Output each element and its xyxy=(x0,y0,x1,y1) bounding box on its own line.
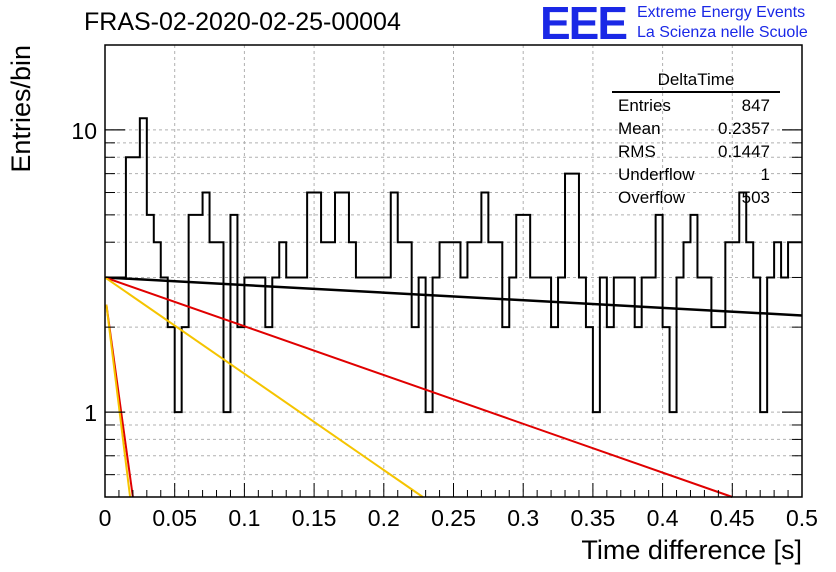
eee-logo: EEE xyxy=(540,0,628,49)
fit-lines xyxy=(104,276,803,498)
fit-line xyxy=(104,276,803,317)
stats-box: DeltaTime Entries 847 Mean 0.2357 RMS 0.144… xyxy=(612,70,780,209)
stats-row-rms: RMS 0.1447 xyxy=(612,140,780,163)
logo-line-1: Extreme Energy Events xyxy=(637,4,806,21)
x-tick-label: 0.05 xyxy=(152,505,197,531)
y-tick-label: 1 xyxy=(84,400,97,426)
stats-row-mean: Mean 0.2357 xyxy=(612,117,780,140)
stats-row-underflow: Underflow 1 xyxy=(612,163,780,186)
stats-label: Entries xyxy=(618,96,671,115)
stats-row-entries: Entries 847 xyxy=(612,94,780,117)
stats-label: Underflow xyxy=(618,165,695,184)
stats-label: RMS xyxy=(618,142,656,161)
stats-row-overflow: Overflow 503 xyxy=(612,186,780,209)
logo-line-2: La Scienza nelle Scuole xyxy=(637,24,808,41)
chart-title: FRAS-02-2020-02-25-00004 xyxy=(84,8,401,36)
x-tick-label: 0.35 xyxy=(571,505,616,531)
x-tick-label: 0.2 xyxy=(368,505,400,531)
y-axis: 1 10 xyxy=(71,118,802,476)
stats-value: 847 xyxy=(741,96,770,115)
histogram xyxy=(105,117,802,414)
x-tick-label: 0.45 xyxy=(710,505,755,531)
stats-value: 1 xyxy=(760,165,770,184)
x-tick-label: 0.5 xyxy=(786,505,818,531)
histogram-line xyxy=(105,117,802,414)
fit-line xyxy=(105,304,132,498)
x-tick-label: 0.4 xyxy=(647,505,679,531)
x-axis: 0 0.05 0.1 0.15 0.2 0.25 0.3 0.35 0.4 0.45 0.5 xyxy=(99,483,818,531)
x-tick-label: 0.25 xyxy=(431,505,476,531)
stats-value: 0.1447 xyxy=(718,142,770,161)
y-tick-label: 10 xyxy=(71,118,97,144)
x-tick-label: 0.3 xyxy=(507,505,539,531)
x-tick-label: 0.1 xyxy=(228,505,260,531)
stats-value: 0.2357 xyxy=(718,119,770,138)
x-tick-label: 0.15 xyxy=(292,505,337,531)
fit-line xyxy=(104,276,733,498)
stats-label: Mean xyxy=(618,119,661,138)
stats-title: DeltaTime xyxy=(612,70,780,93)
stats-value: 503 xyxy=(741,188,770,207)
fit-line xyxy=(104,276,424,498)
x-axis-label: Time difference [s] xyxy=(581,535,802,565)
stats-label: Overflow xyxy=(618,188,686,207)
x-tick-label: 0 xyxy=(99,505,112,531)
y-axis-label: Entries/bin xyxy=(6,45,36,173)
